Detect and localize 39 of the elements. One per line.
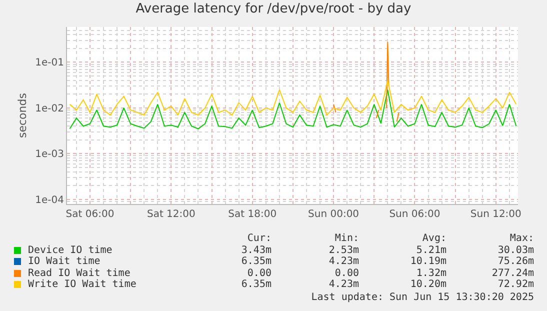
text: Max: xyxy=(508,233,534,244)
legend-label: Write IO Wait time xyxy=(28,279,136,290)
text: 30.03m xyxy=(496,244,534,256)
text: 75.26m xyxy=(496,256,534,268)
legend-label: Device IO time xyxy=(28,244,112,256)
y-tick-label: 1e-02 xyxy=(35,103,64,114)
line-series xyxy=(69,80,517,116)
x-tick-label: Sun 00:00 xyxy=(308,209,360,220)
text: 1.32m xyxy=(415,268,446,279)
text: 6.35m xyxy=(240,256,272,268)
text: 5.21m xyxy=(415,244,446,256)
text: 72.92m xyxy=(496,279,534,290)
text: 10.19m xyxy=(409,256,446,268)
x-tick-label: Sat 12:00 xyxy=(146,209,196,220)
x-tick-label: Sun 12:00 xyxy=(470,209,522,220)
text: Min: xyxy=(334,233,359,244)
text: 0.00 xyxy=(246,268,272,279)
chart-title: Average latency for /dev/pve/root - by day xyxy=(136,2,412,17)
text: 4.23m xyxy=(328,256,359,268)
y-tick-label: 1e-03 xyxy=(35,149,64,160)
x-tick-label: Sat 18:00 xyxy=(228,209,277,220)
text: 6.35m xyxy=(240,279,272,290)
legend-label: IO Wait time xyxy=(28,256,100,268)
y-tick-label: 1e-01 xyxy=(35,58,64,69)
text: 3.43m xyxy=(240,244,272,256)
text: Last update: Sun Jun 15 13:30:20 2025 xyxy=(310,290,534,304)
text: Cur: xyxy=(246,233,272,244)
text: 10.20m xyxy=(409,279,446,290)
y-tick-label: 1e-04 xyxy=(35,194,64,206)
text: 0.00 xyxy=(334,268,359,279)
line-series xyxy=(69,89,517,130)
text: 2.53m xyxy=(328,244,359,256)
x-tick-label: Sun 06:00 xyxy=(389,209,440,220)
text: 4.23m xyxy=(328,279,359,290)
text: Avg: xyxy=(421,233,446,244)
x-tick-label: Sat 06:00 xyxy=(66,209,114,220)
y-axis-title: seconds xyxy=(16,92,29,138)
legend-label: Read IO Wait time xyxy=(28,268,130,279)
text: 277.24m xyxy=(490,268,534,279)
